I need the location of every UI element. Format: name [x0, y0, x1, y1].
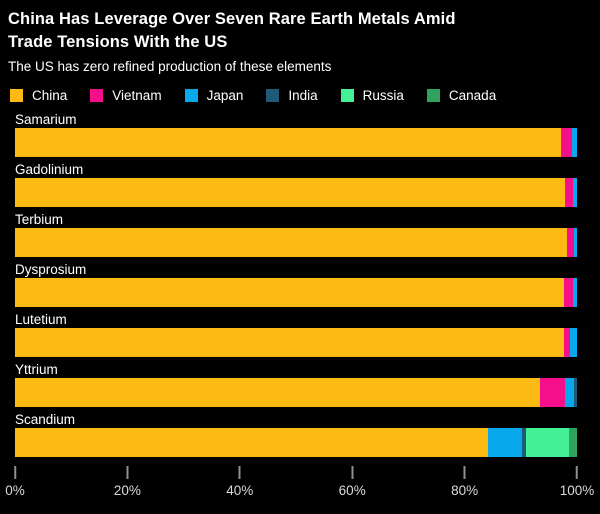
- tick-label: 60%: [338, 483, 366, 498]
- bar-segment-china: [15, 278, 564, 307]
- bar-group-samarium: Samarium: [15, 112, 600, 157]
- bar-group-dysprosium: Dysprosium: [15, 262, 600, 307]
- legend-swatch-icon: [426, 89, 440, 102]
- legend: China Vietnam Japan India Russia Canada: [10, 88, 600, 103]
- bar-segment-china: [15, 178, 565, 207]
- stacked-bar: [15, 428, 577, 457]
- tick-mark: [126, 466, 129, 479]
- bar-group-terbium: Terbium: [15, 212, 600, 257]
- tick-mark: [463, 466, 466, 479]
- bar-segment-india: [522, 428, 527, 457]
- tick-mark: [13, 466, 16, 479]
- bar-category-label: Gadolinium: [15, 162, 84, 177]
- bar-segment-vietnam: [563, 278, 574, 307]
- legend-item-china: China: [10, 88, 67, 103]
- tick-label: 40%: [226, 483, 254, 498]
- tick-mark: [238, 466, 241, 479]
- x-axis-tick: 100%: [559, 466, 595, 498]
- stacked-bar: [15, 278, 577, 307]
- legend-label: Japan: [206, 88, 244, 103]
- bar-segment-vietnam: [563, 328, 570, 357]
- bar-group-gadolinium: Gadolinium: [15, 162, 600, 207]
- bar-segment-japan: [565, 378, 575, 407]
- bar-category-label: Scandium: [15, 412, 76, 427]
- legend-swatch-icon: [266, 89, 280, 102]
- bar-segment-canada: [568, 428, 577, 457]
- tick-label: 80%: [451, 483, 479, 498]
- legend-swatch-icon: [184, 89, 198, 102]
- bar-segment-china: [15, 328, 564, 357]
- stacked-bar: [15, 378, 577, 407]
- stacked-bar: [15, 328, 577, 357]
- legend-label: China: [32, 88, 68, 103]
- bar-segment-china: [15, 428, 488, 457]
- legend-item-canada: Canada: [426, 88, 497, 103]
- x-axis: 0% 20% 40% 60% 80% 100%: [5, 466, 594, 508]
- legend-item-russia: Russia: [340, 88, 404, 103]
- legend-swatch-icon: [10, 89, 23, 102]
- legend-item-india: India: [266, 88, 318, 103]
- chart-title-line2: Trade Tensions With the US: [8, 33, 228, 51]
- x-axis-tick: 40%: [226, 466, 253, 498]
- tick-label: 100%: [559, 483, 595, 498]
- bar-category-label: Lutetium: [15, 312, 67, 327]
- chart-subtitle: The US has zero refined production of th…: [8, 59, 332, 74]
- tick-mark: [576, 466, 578, 479]
- bar-segment-japan: [572, 128, 577, 157]
- bar-group-scandium: Scandium: [15, 412, 600, 457]
- stacked-bar: [15, 228, 577, 257]
- stacked-bar: [15, 178, 577, 207]
- legend-label: India: [288, 88, 318, 103]
- bar-segment-china: [15, 378, 540, 407]
- bar-category-label: Dysprosium: [15, 262, 87, 277]
- legend-label: Vietnam: [112, 88, 162, 103]
- bar-segment-vietnam: [564, 178, 574, 207]
- legend-swatch-icon: [90, 89, 104, 102]
- legend-swatch-icon: [340, 89, 354, 102]
- tick-label: 20%: [113, 483, 141, 498]
- bar-segment-vietnam: [567, 228, 574, 257]
- tick-label: 0%: [5, 483, 25, 498]
- x-axis-tick: 80%: [451, 466, 478, 498]
- legend-label: Russia: [362, 88, 404, 103]
- legend-item-vietnam: Vietnam: [90, 88, 162, 103]
- bar-category-label: Samarium: [15, 112, 77, 127]
- bar-group-lutetium: Lutetium: [15, 312, 600, 357]
- bar-chart: Samarium Gadolinium Terbium Dysprosium Lutet…: [15, 112, 600, 457]
- bar-segment-russia: [526, 428, 569, 457]
- legend-item-japan: Japan: [184, 88, 244, 103]
- legend-label: Canada: [448, 88, 497, 103]
- chart-title-line1: China Has Leverage Over Seven Rare Earth…: [8, 10, 456, 28]
- bar-segment-japan: [573, 278, 577, 307]
- x-axis-tick: 60%: [339, 466, 366, 498]
- stacked-bar: [15, 128, 577, 157]
- bar-category-label: Terbium: [15, 212, 64, 227]
- bar-segment-japan: [569, 328, 577, 357]
- bar-segment-japan: [573, 178, 577, 207]
- tick-mark: [351, 466, 354, 479]
- chart-title: China Has Leverage Over Seven Rare Earth…: [8, 8, 600, 54]
- bar-segment-japan: [487, 428, 523, 457]
- bar-segment-vietnam: [539, 378, 566, 407]
- bar-segment-vietnam: [560, 128, 573, 157]
- bar-segment-japan: [573, 228, 577, 257]
- bar-segment-india: [574, 378, 577, 407]
- bar-group-yttrium: Yttrium: [15, 362, 600, 407]
- x-axis-tick: 20%: [114, 466, 141, 498]
- bar-segment-china: [15, 228, 568, 257]
- x-axis-tick: 0%: [5, 466, 25, 498]
- bar-category-label: Yttrium: [15, 362, 58, 377]
- bar-segment-china: [15, 128, 561, 157]
